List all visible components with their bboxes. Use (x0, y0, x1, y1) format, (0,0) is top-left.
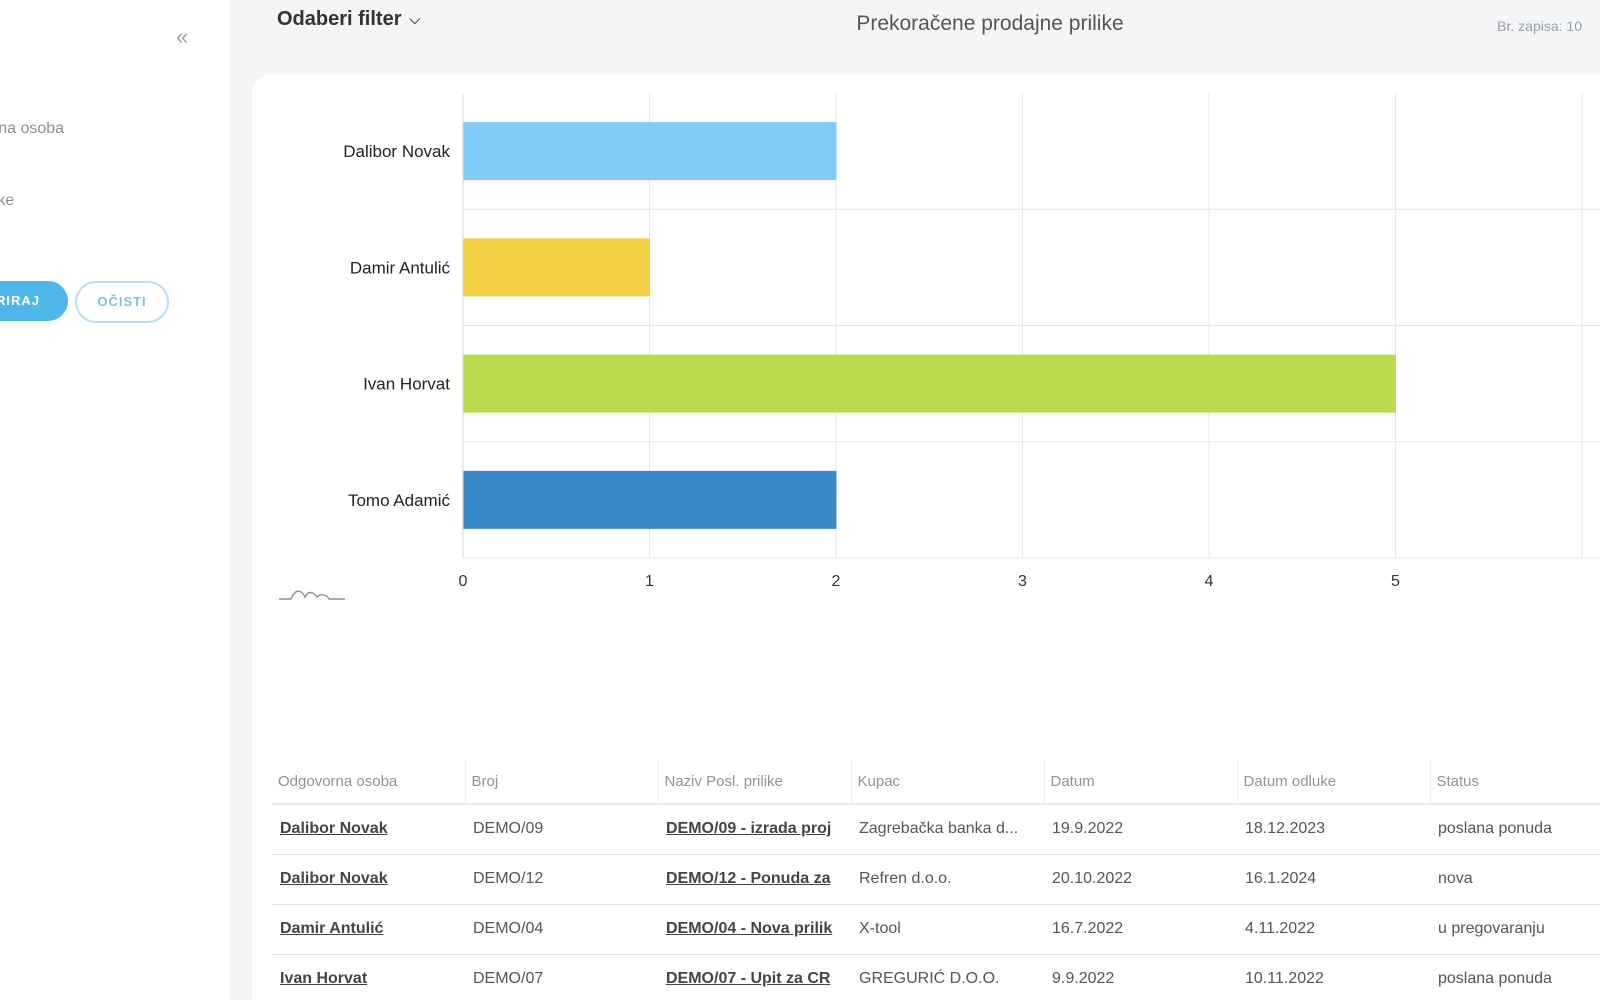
column-header[interactable]: Datum odluke (1237, 760, 1431, 804)
table-row[interactable]: Ivan Horvat DEMO/07 DEMO/07 - Upit za CR… (272, 953, 1600, 1000)
report-title: Prekoračene prodajne prilike (856, 12, 1124, 35)
x-tick-label: 0 (459, 573, 468, 590)
x-tick-label: 5 (1391, 573, 1400, 590)
cell-decision-date: 18.12.2023 (1237, 803, 1430, 854)
person-link[interactable]: Ivan Horvat (272, 953, 465, 1000)
opportunity-link[interactable]: DEMO/07 - Upit za CR (658, 953, 851, 1000)
person-link[interactable]: Dalibor Novak (272, 803, 465, 854)
filter-select-label: Odaberi filter (277, 8, 402, 30)
cell-number: DEMO/09 (465, 803, 658, 854)
opportunity-link[interactable]: DEMO/04 - Nova prilik (658, 903, 851, 954)
table-row[interactable]: Dalibor Novak DEMO/12 DEMO/12 - Ponuda z… (272, 853, 1600, 904)
bar-chart: Dalibor Novak Damir Antulić Ivan Horvat Tom… (343, 93, 1600, 590)
cell-decision-date: 16.1.2024 (1237, 853, 1430, 904)
person-link[interactable]: Damir Antulić (272, 903, 465, 954)
chevron-down-icon: ⌵ (409, 11, 421, 27)
cell-customer: Zagrebačka banka d... (851, 803, 1044, 854)
column-header[interactable]: Kupac (851, 760, 1045, 804)
cell-number: DEMO/07 (465, 953, 658, 1000)
filter-button[interactable]: RIRAJ (0, 281, 68, 321)
collapse-sidebar-icon[interactable]: « (176, 24, 189, 49)
column-header[interactable]: Naziv Posl. prilike (658, 760, 852, 804)
table-row[interactable]: Damir Antulić DEMO/04 DEMO/04 - Nova pri… (272, 903, 1600, 954)
cell-customer: X-tool (851, 903, 1044, 954)
x-tick-label: 2 (832, 573, 841, 590)
person-link[interactable]: Dalibor Novak (272, 853, 465, 904)
cell-date: 19.9.2022 (1044, 803, 1237, 854)
bar-ivan-horvat[interactable] (463, 354, 1397, 413)
cell-status: poslana ponuda (1430, 803, 1600, 854)
category-label: Damir Antulić (350, 258, 451, 277)
cell-date: 9.9.2022 (1044, 953, 1237, 1000)
cell-status: poslana ponuda (1430, 953, 1600, 1000)
opportunity-link[interactable]: DEMO/12 - Ponuda za (658, 853, 851, 904)
column-header[interactable]: Datum (1044, 760, 1238, 804)
category-label: Tomo Adamić (348, 491, 451, 510)
cell-date: 16.7.2022 (1044, 903, 1237, 954)
filter-field-responsible-person[interactable]: vorna osoba (0, 120, 65, 137)
cell-status: nova (1430, 853, 1600, 904)
bar-dalibor-novak[interactable] (463, 122, 837, 181)
table-header-row: Odgovorna osoba Broj Naziv Posl. prilike… (272, 760, 1600, 804)
sidebar: j « vorna osoba n dluke n RIRAJ OČISTI (0, 0, 230, 1000)
clear-button[interactable]: OČISTI (75, 281, 169, 323)
cell-customer: Refren d.o.o. (851, 853, 1044, 904)
bar-tomo-adami-[interactable] (463, 470, 837, 529)
filter-select[interactable]: Odaberi filter ⌵ (277, 8, 420, 31)
column-header[interactable]: Odgovorna osoba (272, 760, 466, 804)
cell-number: DEMO/04 (465, 903, 658, 954)
opportunity-link[interactable]: DEMO/09 - izrada proj (658, 803, 851, 854)
category-label: Dalibor Novak (343, 142, 450, 161)
x-tick-label: 3 (1018, 573, 1027, 590)
filter-field-decision-date[interactable]: dluke (0, 192, 15, 209)
x-tick-label: 1 (645, 573, 654, 590)
opportunities-table: Odgovorna osoba Broj Naziv Posl. prilike… (272, 760, 1600, 1000)
category-label: Ivan Horvat (363, 375, 450, 394)
bar-damir-antuli-[interactable] (463, 238, 651, 297)
table-row[interactable]: Dalibor Novak DEMO/09 DEMO/09 - izrada p… (272, 803, 1600, 854)
column-header[interactable]: Broj (465, 760, 659, 804)
record-count: Br. zapisa: 10 (1497, 18, 1582, 34)
cell-customer: GREGURIĆ D.O.O. (851, 953, 1044, 1000)
cell-status: u pregovaranju (1430, 903, 1600, 954)
x-tick-label: 4 (1205, 573, 1214, 590)
cell-decision-date: 10.11.2022 (1237, 953, 1430, 1000)
cell-date: 20.10.2022 (1044, 853, 1237, 904)
cell-number: DEMO/12 (465, 853, 658, 904)
cell-decision-date: 4.11.2022 (1237, 903, 1430, 954)
chart-type-icon[interactable] (277, 587, 347, 603)
column-header[interactable]: Status (1430, 760, 1600, 804)
